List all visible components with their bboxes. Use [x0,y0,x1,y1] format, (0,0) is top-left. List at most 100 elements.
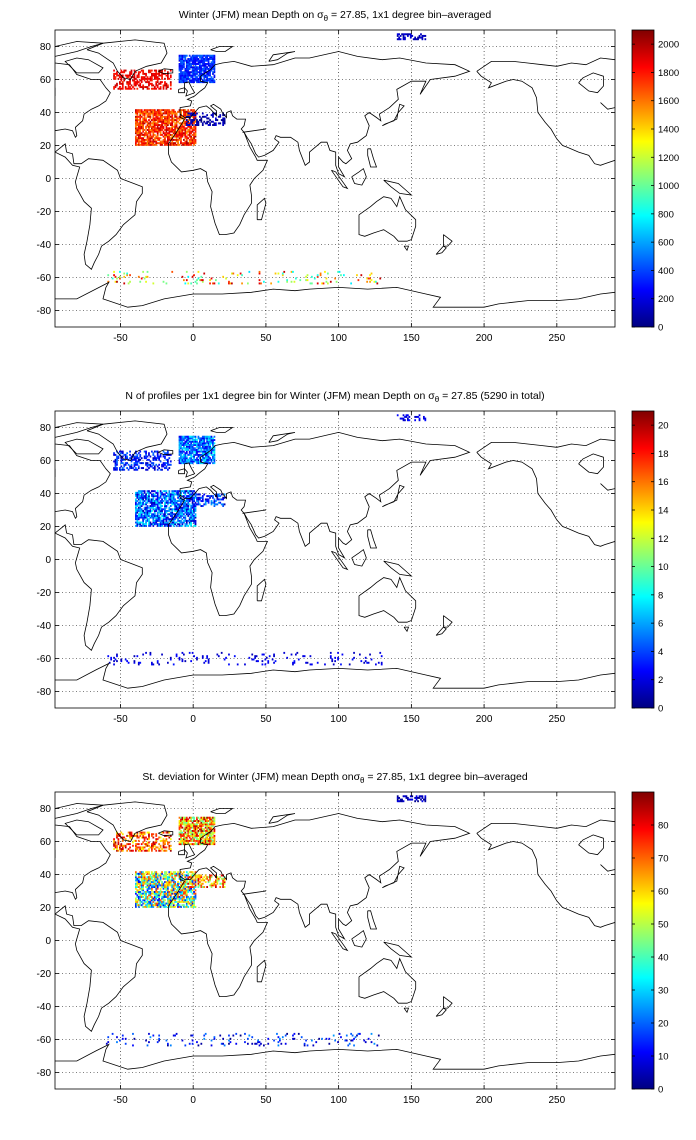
data-cell [212,79,214,82]
data-cell [254,1042,257,1045]
data-cell [171,884,174,887]
data-cell [168,513,171,516]
data-cell [162,513,165,516]
data-cell [149,653,152,656]
data-cell [187,453,190,456]
data-cell [194,493,197,496]
data-cell [187,129,190,131]
data-cell [135,508,137,511]
chart-title: Winter (JFM) mean Depth on σθ = 27.85, 1… [179,9,492,23]
data-cell [375,663,377,666]
data-cell [136,143,139,146]
data-cell [143,831,146,834]
data-cell [172,493,175,496]
data-cell [181,820,184,822]
data-cell [148,894,150,897]
data-cell [164,510,166,512]
data-cell [185,444,188,446]
data-cell [187,877,190,880]
data-cell [148,135,150,138]
data-cell [156,86,159,89]
data-cell [190,519,193,522]
data-cell [164,849,166,852]
data-cell [135,510,137,512]
data-cell [185,439,188,441]
data-cell [193,114,195,117]
data-cell [193,137,195,140]
data-cell [247,282,249,285]
data-cell [139,462,142,465]
data-cell [146,518,149,521]
data-cell [168,495,171,498]
data-cell [174,899,177,902]
data-cell [183,439,185,441]
data-cell [155,518,158,521]
data-cell [155,882,158,885]
data-cell [421,795,424,798]
data-cell [165,491,168,494]
data-cell [119,846,121,849]
data-cell [167,450,169,453]
data-cell [408,419,411,422]
data-cell [153,467,156,470]
data-cell [191,897,194,900]
data-cell [180,115,182,118]
data-cell [123,71,126,74]
data-cell [168,457,171,460]
data-cell [194,119,197,122]
data-cell [164,905,166,908]
data-cell [194,64,197,67]
data-cell [127,76,130,79]
data-cell [210,882,213,885]
data-cell [172,490,175,493]
data-cell [153,468,156,471]
data-cell [200,64,203,67]
data-cell [162,112,165,115]
data-cell [114,846,117,849]
data-cell [161,129,163,131]
data-cell [178,882,181,885]
data-cell [146,881,149,884]
data-cell [187,491,190,494]
y-tick-label: 20 [40,522,52,533]
data-cell [185,904,188,907]
data-cell [203,839,206,842]
data-cell [188,133,191,136]
data-cell [151,849,153,852]
data-cell [126,455,129,458]
data-cell [199,877,201,880]
data-cell [127,468,130,471]
data-cell [121,833,124,836]
data-cell [181,109,184,112]
data-cell [136,124,139,126]
data-cell [175,143,178,146]
data-cell [149,130,152,133]
data-cell [197,71,200,74]
data-cell [148,115,150,118]
data-cell [165,516,168,519]
data-cell [177,882,179,885]
data-cell [184,831,187,834]
data-cell [158,879,161,882]
data-cell [145,513,147,516]
data-cell [167,889,169,892]
data-cell [190,889,193,892]
data-cell [158,523,161,526]
data-cell [219,886,222,888]
data-cell [161,114,163,117]
data-cell [180,140,182,143]
data-cell [417,800,419,803]
data-cell [212,71,214,74]
data-cell [190,834,193,837]
data-cell [146,1044,149,1047]
data-cell [188,493,191,496]
data-cell [207,79,210,82]
data-cell [178,132,181,135]
data-cell [168,120,171,123]
data-cell [204,874,207,877]
data-cell [152,874,155,877]
data-cell [156,892,159,895]
data-cell [135,514,137,517]
data-cell [196,120,198,123]
data-cell [207,54,210,57]
